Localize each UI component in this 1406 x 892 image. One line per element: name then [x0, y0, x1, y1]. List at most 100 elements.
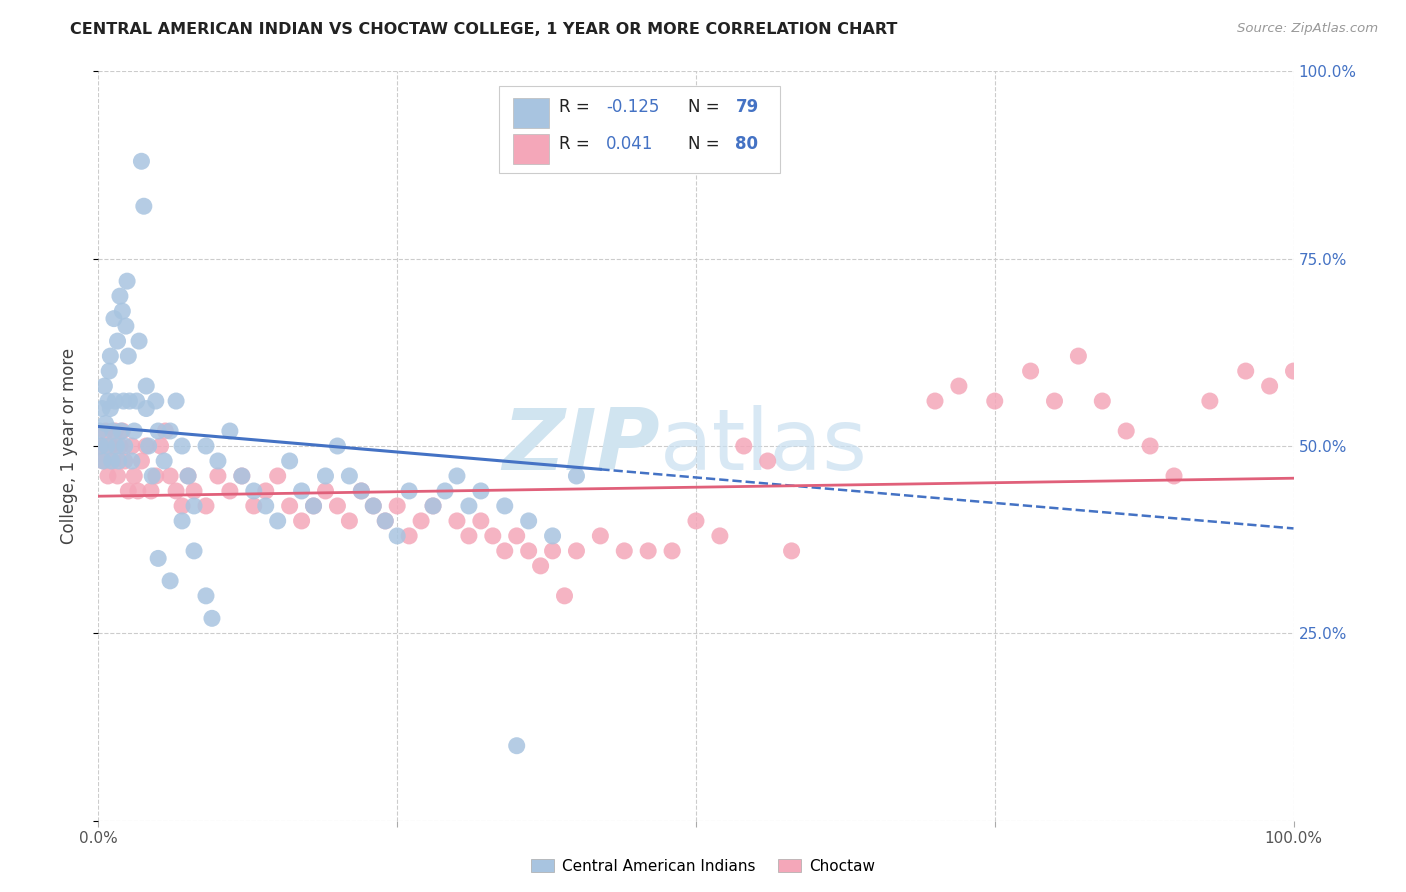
Point [398, 483, 420, 498]
Point [159, 424, 181, 438]
Point [148, 424, 170, 438]
Point [470, 483, 492, 498]
Point [183, 544, 205, 558]
Point [135, 439, 157, 453]
Point [541, 544, 564, 558]
Point [177, 469, 200, 483]
Point [135, 379, 157, 393]
Point [100, 454, 122, 468]
Point [101, 424, 124, 438]
Text: 79: 79 [735, 97, 759, 116]
Point [107, 454, 129, 468]
FancyBboxPatch shape [513, 97, 548, 128]
Point [446, 514, 468, 528]
Point [139, 483, 162, 498]
Point [1234, 364, 1257, 378]
Point [165, 483, 187, 498]
Point [121, 454, 143, 468]
Point [1258, 379, 1281, 393]
Text: N =: N = [688, 97, 724, 116]
Point [374, 514, 396, 528]
Point [458, 499, 481, 513]
Point [172, 439, 194, 453]
Point [326, 499, 349, 513]
Point [302, 499, 325, 513]
Point [363, 499, 385, 513]
Point [172, 514, 194, 528]
Point [114, 454, 136, 468]
Point [97, 469, 120, 483]
Point [374, 514, 396, 528]
Text: R =: R = [558, 135, 595, 153]
Point [481, 529, 505, 543]
Point [93, 379, 115, 393]
Point [103, 311, 125, 326]
Text: atlas: atlas [661, 404, 868, 488]
Point [177, 469, 200, 483]
Point [709, 529, 731, 543]
Point [613, 544, 636, 558]
Legend: Central American Indians, Choctaw: Central American Indians, Choctaw [524, 853, 882, 880]
Text: 80: 80 [735, 135, 758, 153]
Point [127, 483, 149, 498]
Point [1067, 349, 1090, 363]
Point [506, 739, 529, 753]
Point [207, 469, 229, 483]
Point [135, 401, 157, 416]
Point [637, 544, 659, 558]
Point [385, 529, 409, 543]
Text: Source: ZipAtlas.com: Source: ZipAtlas.com [1237, 22, 1378, 36]
Point [350, 483, 373, 498]
Point [115, 319, 138, 334]
Point [517, 514, 540, 528]
Point [145, 469, 167, 483]
Point [183, 499, 205, 513]
Point [1282, 364, 1305, 378]
Point [104, 394, 127, 409]
Point [302, 499, 325, 513]
Point [422, 499, 444, 513]
Point [149, 439, 172, 453]
Point [756, 454, 779, 468]
Point [326, 439, 349, 453]
Point [101, 454, 124, 468]
Point [219, 483, 242, 498]
Point [231, 469, 253, 483]
Point [201, 611, 224, 625]
Point [111, 424, 134, 438]
Point [114, 439, 136, 453]
Point [278, 454, 301, 468]
Point [108, 439, 131, 453]
Point [94, 424, 117, 438]
Point [89, 424, 111, 438]
Text: R =: R = [558, 97, 595, 116]
Point [115, 274, 138, 288]
Point [254, 483, 277, 498]
Point [112, 394, 135, 409]
Point [565, 544, 588, 558]
Point [1043, 394, 1066, 409]
Point [446, 469, 468, 483]
Point [291, 514, 314, 528]
Point [107, 469, 129, 483]
Point [219, 424, 242, 438]
Point [159, 469, 181, 483]
Point [350, 483, 373, 498]
Point [91, 401, 114, 416]
Point [98, 349, 122, 363]
Point [110, 424, 132, 438]
Point [385, 499, 409, 513]
Point [117, 483, 139, 498]
Point [98, 401, 122, 416]
Point [111, 304, 134, 318]
Point [565, 469, 588, 483]
Point [1139, 439, 1161, 453]
Point [108, 289, 131, 303]
Text: -0.125: -0.125 [606, 97, 659, 116]
FancyBboxPatch shape [499, 87, 780, 172]
Point [172, 499, 194, 513]
Point [291, 483, 314, 498]
Point [267, 469, 290, 483]
Point [1163, 469, 1185, 483]
Text: 0.041: 0.041 [606, 135, 654, 153]
